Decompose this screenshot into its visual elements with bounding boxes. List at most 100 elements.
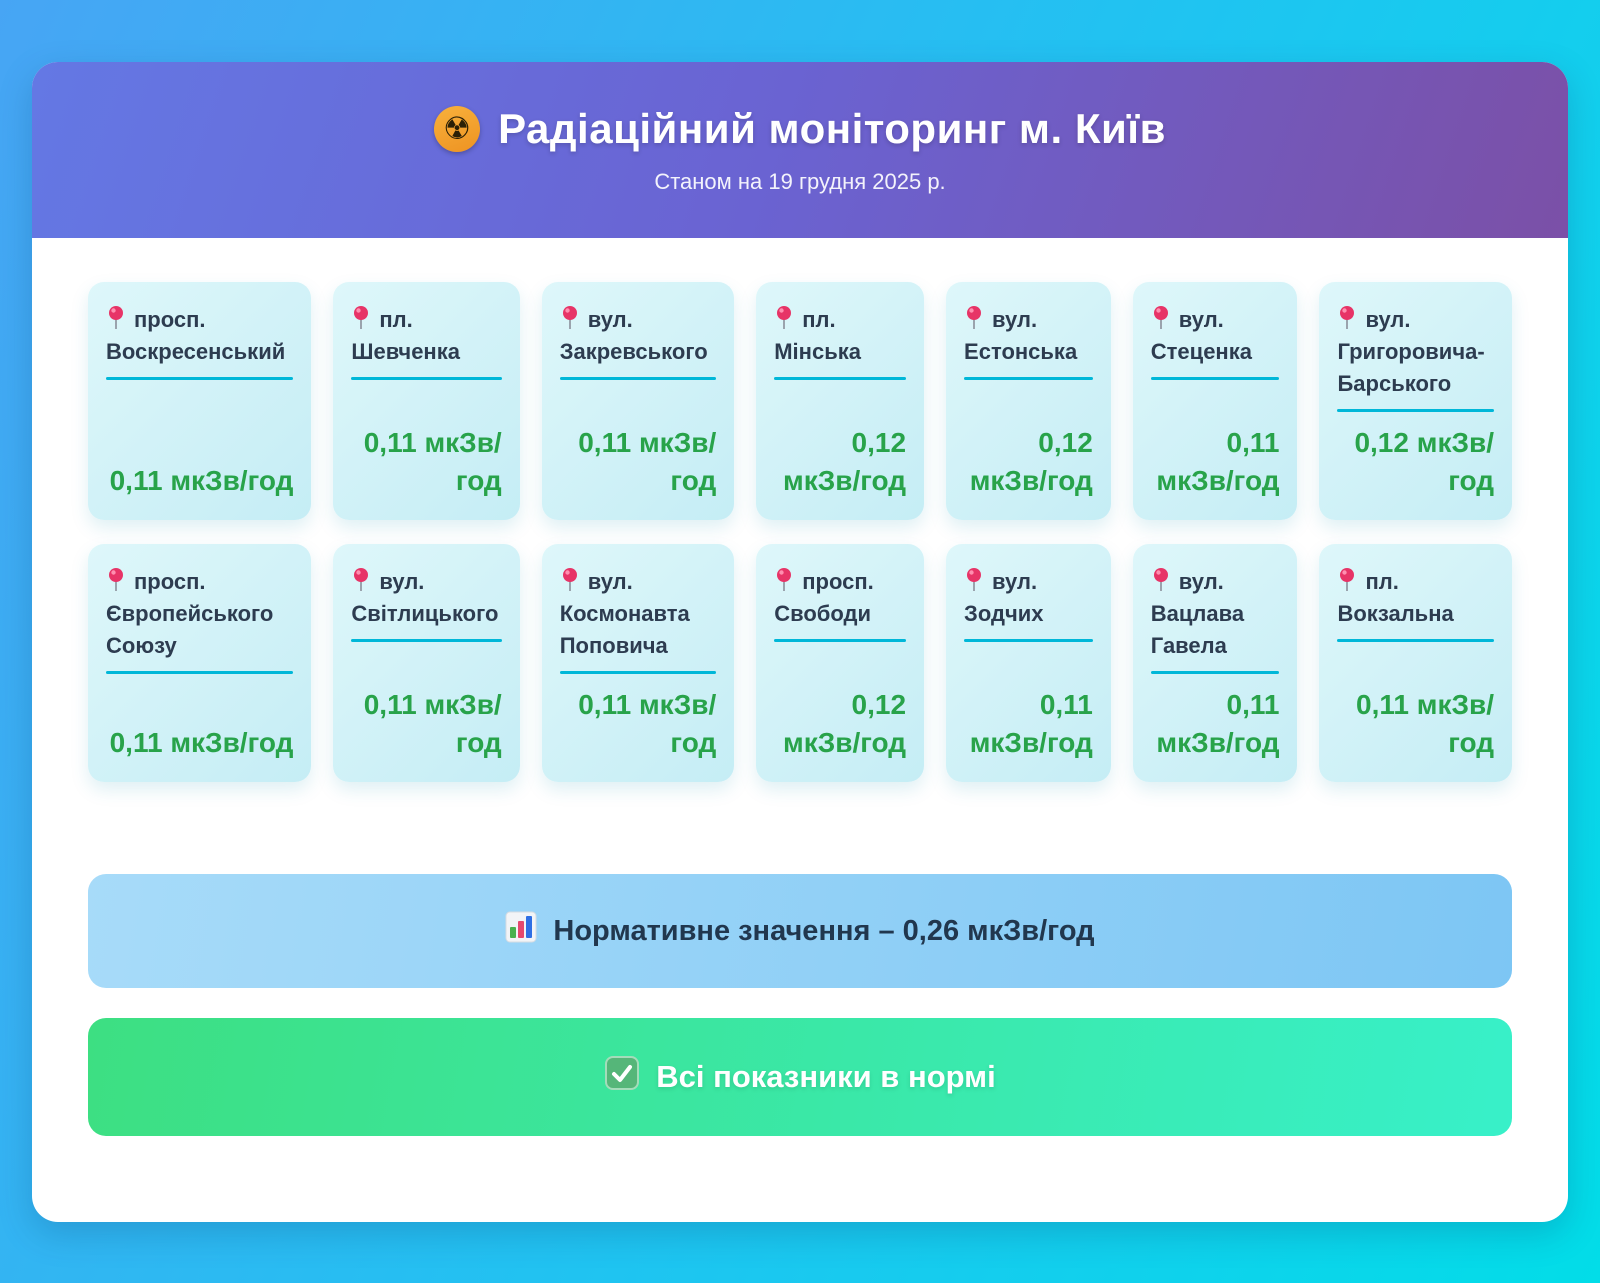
radiation-value: 0,12 мкЗв/год [782, 689, 907, 758]
station-name-text: просп. Воскресенський [106, 307, 286, 364]
card-divider [106, 377, 294, 380]
station-card: просп. Свободи 0,12 мкЗв/год [756, 544, 925, 782]
card-spacer [964, 380, 1093, 424]
report-date: Станом на 19 грудня 2025 р. [654, 169, 946, 194]
dashboard-card: ☢ Радіаційний моніторинг м. Київ Станом … [32, 62, 1568, 1222]
radiation-value: 0,11 мкЗв/год [363, 689, 502, 758]
station-name-text: пл. Шевченка [351, 307, 460, 364]
status-text: Всі показники в нормі [656, 1059, 996, 1094]
pushpin-icon [351, 305, 371, 331]
station-card: пл. Вокзальна 0,11 мкЗв/год [1319, 544, 1512, 782]
station-name-text: вул. Естонська [964, 307, 1078, 364]
station-card: вул. Космонавта Поповича 0,11 мкЗв/год [541, 544, 735, 782]
station-card: вул. Закревського 0,11 мкЗв/год [541, 282, 735, 520]
station-name-text: вул. Космонавта Поповича [559, 569, 690, 658]
station-card: вул. Естонська 0,12 мкЗв/год [946, 282, 1111, 520]
card-spacer [560, 380, 717, 424]
station-name: вул. Стеценка [1151, 304, 1280, 368]
radiation-value: 0,11 мкЗв/год [1356, 689, 1494, 758]
card-divider [351, 639, 502, 642]
card-spacer [1151, 380, 1280, 424]
card-spacer [1337, 642, 1494, 686]
dashboard-content: просп. Воскресенський 0,11 мкЗв/год пл. … [32, 238, 1568, 1222]
card-divider [964, 377, 1093, 380]
radiation-value: 0,11 мкЗв/год [1156, 427, 1280, 496]
station-name-text: вул. Зодчих [964, 569, 1044, 626]
pushpin-icon [1337, 567, 1357, 593]
pushpin-icon [351, 567, 371, 593]
station-name: вул. Космонавта Поповича [560, 566, 717, 662]
pushpin-icon [1151, 305, 1171, 331]
station-name: пл. Вокзальна [1337, 566, 1494, 630]
station-card: вул. Стеценка 0,11 мкЗв/год [1132, 282, 1298, 520]
radiation-value: 0,12 мкЗв/год [969, 427, 1093, 496]
station-name-text: пл. Вокзальна [1337, 569, 1454, 626]
station-name: просп. Свободи [774, 566, 906, 630]
station-name: просп. Європейського Союзу [106, 566, 293, 662]
bar-chart-icon [505, 911, 537, 951]
pushpin-icon [774, 567, 794, 593]
station-card: просп. Європейського Союзу 0,11 мкЗв/год [88, 544, 312, 782]
station-card: вул. Вацлава Гавела 0,11 мкЗв/год [1132, 544, 1298, 782]
card-spacer [774, 380, 906, 424]
header-title-row: ☢ Радіаційний моніторинг м. Київ [434, 105, 1166, 153]
norm-value-text: Нормативне значення – 0,26 мкЗв/год [553, 914, 1095, 947]
radiation-value: 0,11 мкЗв/год [969, 689, 1093, 758]
norm-value-banner: Нормативне значення – 0,26 мкЗв/год [88, 874, 1512, 988]
card-spacer [106, 380, 293, 462]
station-name-text: вул. Вацлава Гавела [1150, 569, 1245, 658]
station-name: вул. Закревського [560, 304, 717, 368]
pushpin-icon [964, 567, 984, 593]
dashboard-header: ☢ Радіаційний моніторинг м. Київ Станом … [32, 62, 1568, 238]
pushpin-icon [106, 567, 126, 593]
station-name: пл. Шевченка [351, 304, 501, 368]
station-card: пл. Мінська 0,12 мкЗв/год [756, 282, 925, 520]
station-name-text: пл. Мінська [774, 307, 861, 364]
station-name-text: вул. Стеценка [1150, 307, 1252, 364]
card-divider [774, 377, 907, 380]
station-name: пл. Мінська [774, 304, 906, 368]
radiation-value: 0,11 мкЗв/год [109, 465, 294, 496]
card-divider [1150, 377, 1280, 380]
station-card: просп. Воскресенський 0,11 мкЗв/год [88, 282, 312, 520]
card-spacer [106, 674, 293, 724]
radiation-value: 0,12 мкЗв/год [782, 427, 907, 496]
card-spacer [351, 642, 501, 686]
station-card: вул. Зодчих 0,11 мкЗв/год [946, 544, 1111, 782]
page-title: Радіаційний моніторинг м. Київ [498, 105, 1166, 152]
station-name: вул. Естонська [964, 304, 1093, 368]
station-name: просп. Воскресенський [106, 304, 293, 368]
station-name-text: вул. Григоровича-Барського [1337, 307, 1485, 396]
radiation-value: 0,11 мкЗв/год [578, 427, 717, 496]
status-banner: Всі показники в нормі [88, 1018, 1512, 1136]
pushpin-icon [106, 305, 126, 331]
card-divider [559, 671, 717, 674]
radiation-value: 0,11 мкЗв/год [578, 689, 717, 758]
pushpin-icon [964, 305, 984, 331]
pushpin-icon [1151, 567, 1171, 593]
check-mark-icon [604, 1055, 640, 1099]
card-divider [106, 671, 294, 674]
station-name: вул. Зодчих [964, 566, 1093, 630]
station-card: вул. Світлицького 0,11 мкЗв/год [333, 544, 520, 782]
radiation-value: 0,11 мкЗв/год [109, 727, 294, 758]
card-divider [964, 639, 1093, 642]
radiation-value: 0,11 мкЗв/год [1156, 689, 1280, 758]
station-name: вул. Григоровича-Барського [1337, 304, 1494, 400]
card-divider [559, 377, 717, 380]
card-spacer [1151, 674, 1280, 686]
stations-grid: просп. Воскресенський 0,11 мкЗв/год пл. … [88, 282, 1512, 782]
card-spacer [774, 642, 906, 686]
station-name: вул. Вацлава Гавела [1151, 566, 1280, 662]
station-name-text: вул. Закревського [559, 307, 708, 364]
card-spacer [1337, 412, 1494, 424]
station-name-text: просп. Свободи [774, 569, 874, 626]
station-name-text: вул. Світлицького [351, 569, 499, 626]
radiation-value: 0,12 мкЗв/год [1354, 427, 1494, 496]
station-name: вул. Світлицького [351, 566, 501, 630]
pushpin-icon [1337, 305, 1357, 331]
card-spacer [560, 674, 717, 686]
card-divider [1337, 639, 1494, 642]
card-divider [1150, 671, 1280, 674]
